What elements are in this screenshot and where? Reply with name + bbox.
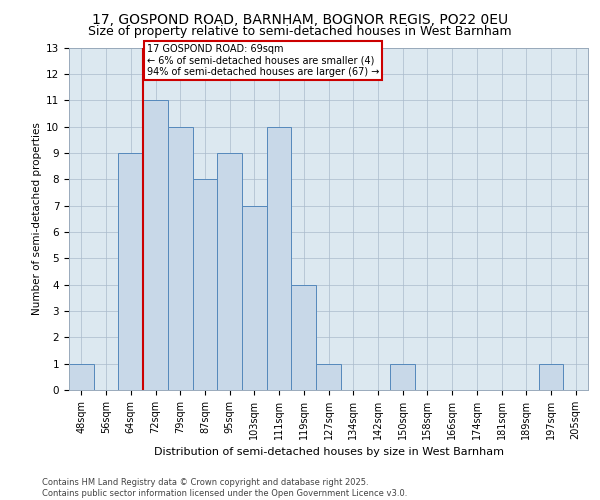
Text: Size of property relative to semi-detached houses in West Barnham: Size of property relative to semi-detach… [88,25,512,38]
Bar [118,153,143,390]
Bar [316,364,341,390]
Bar [390,364,415,390]
Bar [143,100,168,390]
Bar [193,179,217,390]
Bar [242,206,267,390]
Bar [539,364,563,390]
Text: 17, GOSPOND ROAD, BARNHAM, BOGNOR REGIS, PO22 0EU: 17, GOSPOND ROAD, BARNHAM, BOGNOR REGIS,… [92,12,508,26]
Y-axis label: Number of semi-detached properties: Number of semi-detached properties [32,122,42,315]
Bar [168,126,193,390]
Text: 17 GOSPOND ROAD: 69sqm
← 6% of semi-detached houses are smaller (4)
94% of semi-: 17 GOSPOND ROAD: 69sqm ← 6% of semi-deta… [147,44,379,78]
Bar [217,153,242,390]
X-axis label: Distribution of semi-detached houses by size in West Barnham: Distribution of semi-detached houses by … [154,448,503,458]
Bar [292,284,316,390]
Text: Contains HM Land Registry data © Crown copyright and database right 2025.
Contai: Contains HM Land Registry data © Crown c… [42,478,407,498]
Bar [267,126,292,390]
Bar [69,364,94,390]
